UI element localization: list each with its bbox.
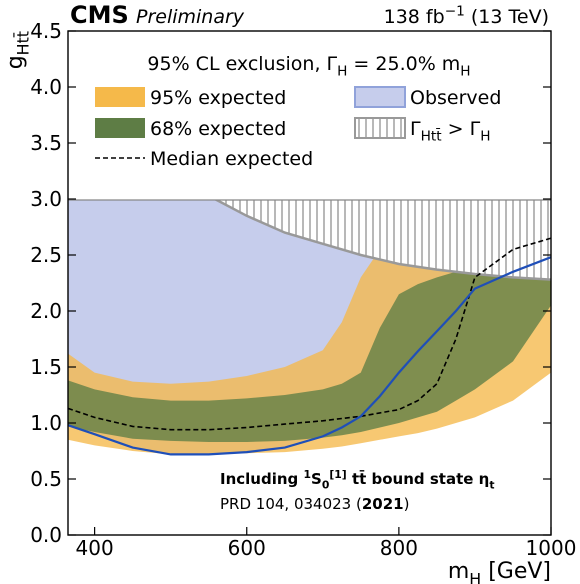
text-part: t <box>489 479 494 492</box>
text-part: [GeV] <box>481 559 551 584</box>
text-part: H <box>480 129 490 145</box>
text-part: 95% CL exclusion, Γ <box>147 53 337 75</box>
cms-label: CMS <box>70 1 129 29</box>
x-tick-label: 400 <box>76 536 114 560</box>
text-part: 2021 <box>362 495 404 513</box>
text-part: m <box>448 559 469 584</box>
y-tick-label: 0.0 <box>30 523 62 547</box>
text-part: PRD 104, 034023 ( <box>220 495 362 513</box>
y-tick-label: 3.0 <box>30 187 62 211</box>
y-tick-label: 0.5 <box>30 467 62 491</box>
legend-label: Median expected <box>150 148 313 170</box>
x-tick-label: 1000 <box>526 536 577 560</box>
width-line <box>214 197 551 281</box>
legend-swatch <box>354 86 406 108</box>
confidence-band <box>68 243 551 442</box>
y-tick-label: 2.5 <box>30 243 62 267</box>
text-part: 1 <box>304 468 312 481</box>
x-tick-label: 600 <box>228 536 266 560</box>
text-part: > Γ <box>442 118 481 140</box>
preliminary-label: Preliminary <box>136 6 245 28</box>
text-part: S <box>311 470 322 488</box>
median-line <box>68 237 551 431</box>
text-part: g <box>3 55 28 69</box>
y-tick-label: 4.5 <box>30 19 62 43</box>
text-part: Γ <box>410 118 421 140</box>
y-tick-label: 1.5 <box>30 355 62 379</box>
text-part: [1] <box>329 468 346 481</box>
legend-label: Observed <box>410 87 501 109</box>
text-part: 138 fb <box>384 6 445 28</box>
annotation: PRD 104, 034023 (2021) <box>220 495 409 513</box>
legend-label: 95% expected <box>150 87 286 109</box>
legend-title: 95% CL exclusion, ΓH = 25.0% mH <box>147 53 470 80</box>
plot-frame <box>67 30 552 536</box>
text-part: −1 <box>445 3 465 19</box>
legend-box <box>68 31 551 200</box>
text-part: H <box>460 64 470 80</box>
legend-label: 68% expected <box>150 118 286 140</box>
legend-label: ΓHtt̄ > ΓH <box>410 118 490 145</box>
text-part: H <box>337 64 347 80</box>
text-part: = 25.0% m <box>347 53 460 75</box>
legend-swatch <box>354 117 406 139</box>
text-part: Htt̄ <box>14 31 33 55</box>
text-part: 0 <box>322 479 330 492</box>
y-axis-label: gHtt̄ <box>3 31 33 69</box>
text-part: H <box>469 570 481 584</box>
x-tick-label: 800 <box>380 536 418 560</box>
legend-swatch <box>95 87 145 107</box>
observed-line <box>68 256 551 456</box>
text-part: ) <box>404 495 410 513</box>
text-part: (13 TeV) <box>465 6 549 28</box>
text-part: tt̄ bound state η <box>347 468 490 488</box>
y-tick-label: 3.5 <box>30 131 62 155</box>
text-part: Htt̄ <box>421 127 443 144</box>
y-tick-label: 4.0 <box>30 75 62 99</box>
x-axis-label: mH [GeV] <box>448 559 551 584</box>
legend-swatch <box>95 118 145 138</box>
text-part: Including <box>220 470 304 488</box>
y-tick-label: 2.0 <box>30 299 62 323</box>
lumi-label: 138 fb−1 (13 TeV) <box>384 3 549 28</box>
y-tick-label: 1.0 <box>30 411 62 435</box>
annotation: Including 1S0[1] tt̄ bound state ηt <box>220 468 495 492</box>
